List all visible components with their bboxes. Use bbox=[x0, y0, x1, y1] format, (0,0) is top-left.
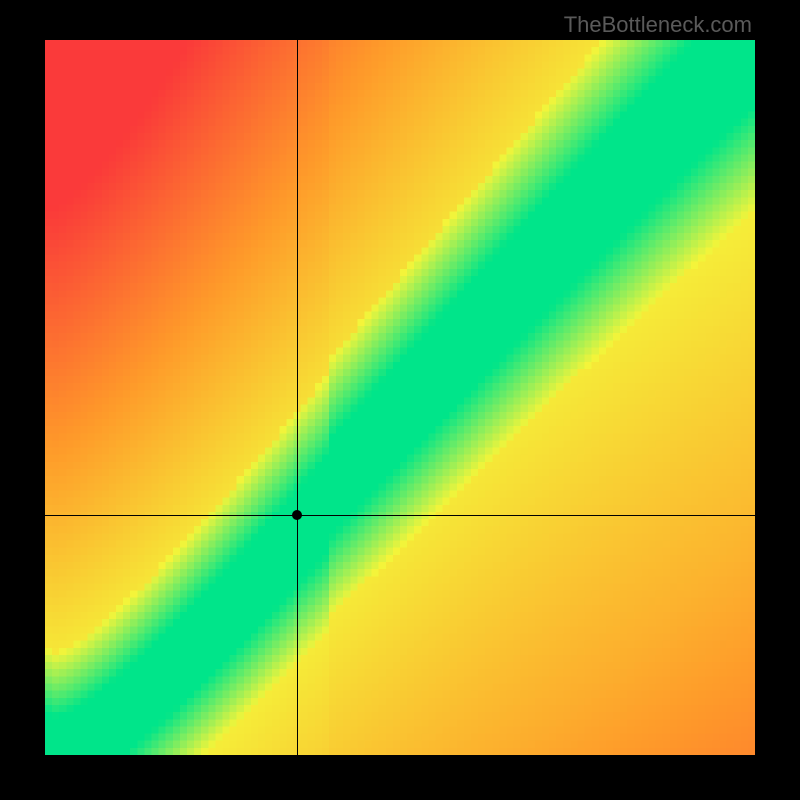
heatmap-canvas bbox=[45, 40, 755, 755]
watermark-text: TheBottleneck.com bbox=[564, 12, 752, 38]
plot-area bbox=[45, 40, 755, 755]
chart-container: TheBottleneck.com bbox=[0, 0, 800, 800]
crosshair-vertical bbox=[297, 40, 298, 755]
crosshair-horizontal bbox=[45, 515, 755, 516]
data-point-marker bbox=[292, 510, 302, 520]
